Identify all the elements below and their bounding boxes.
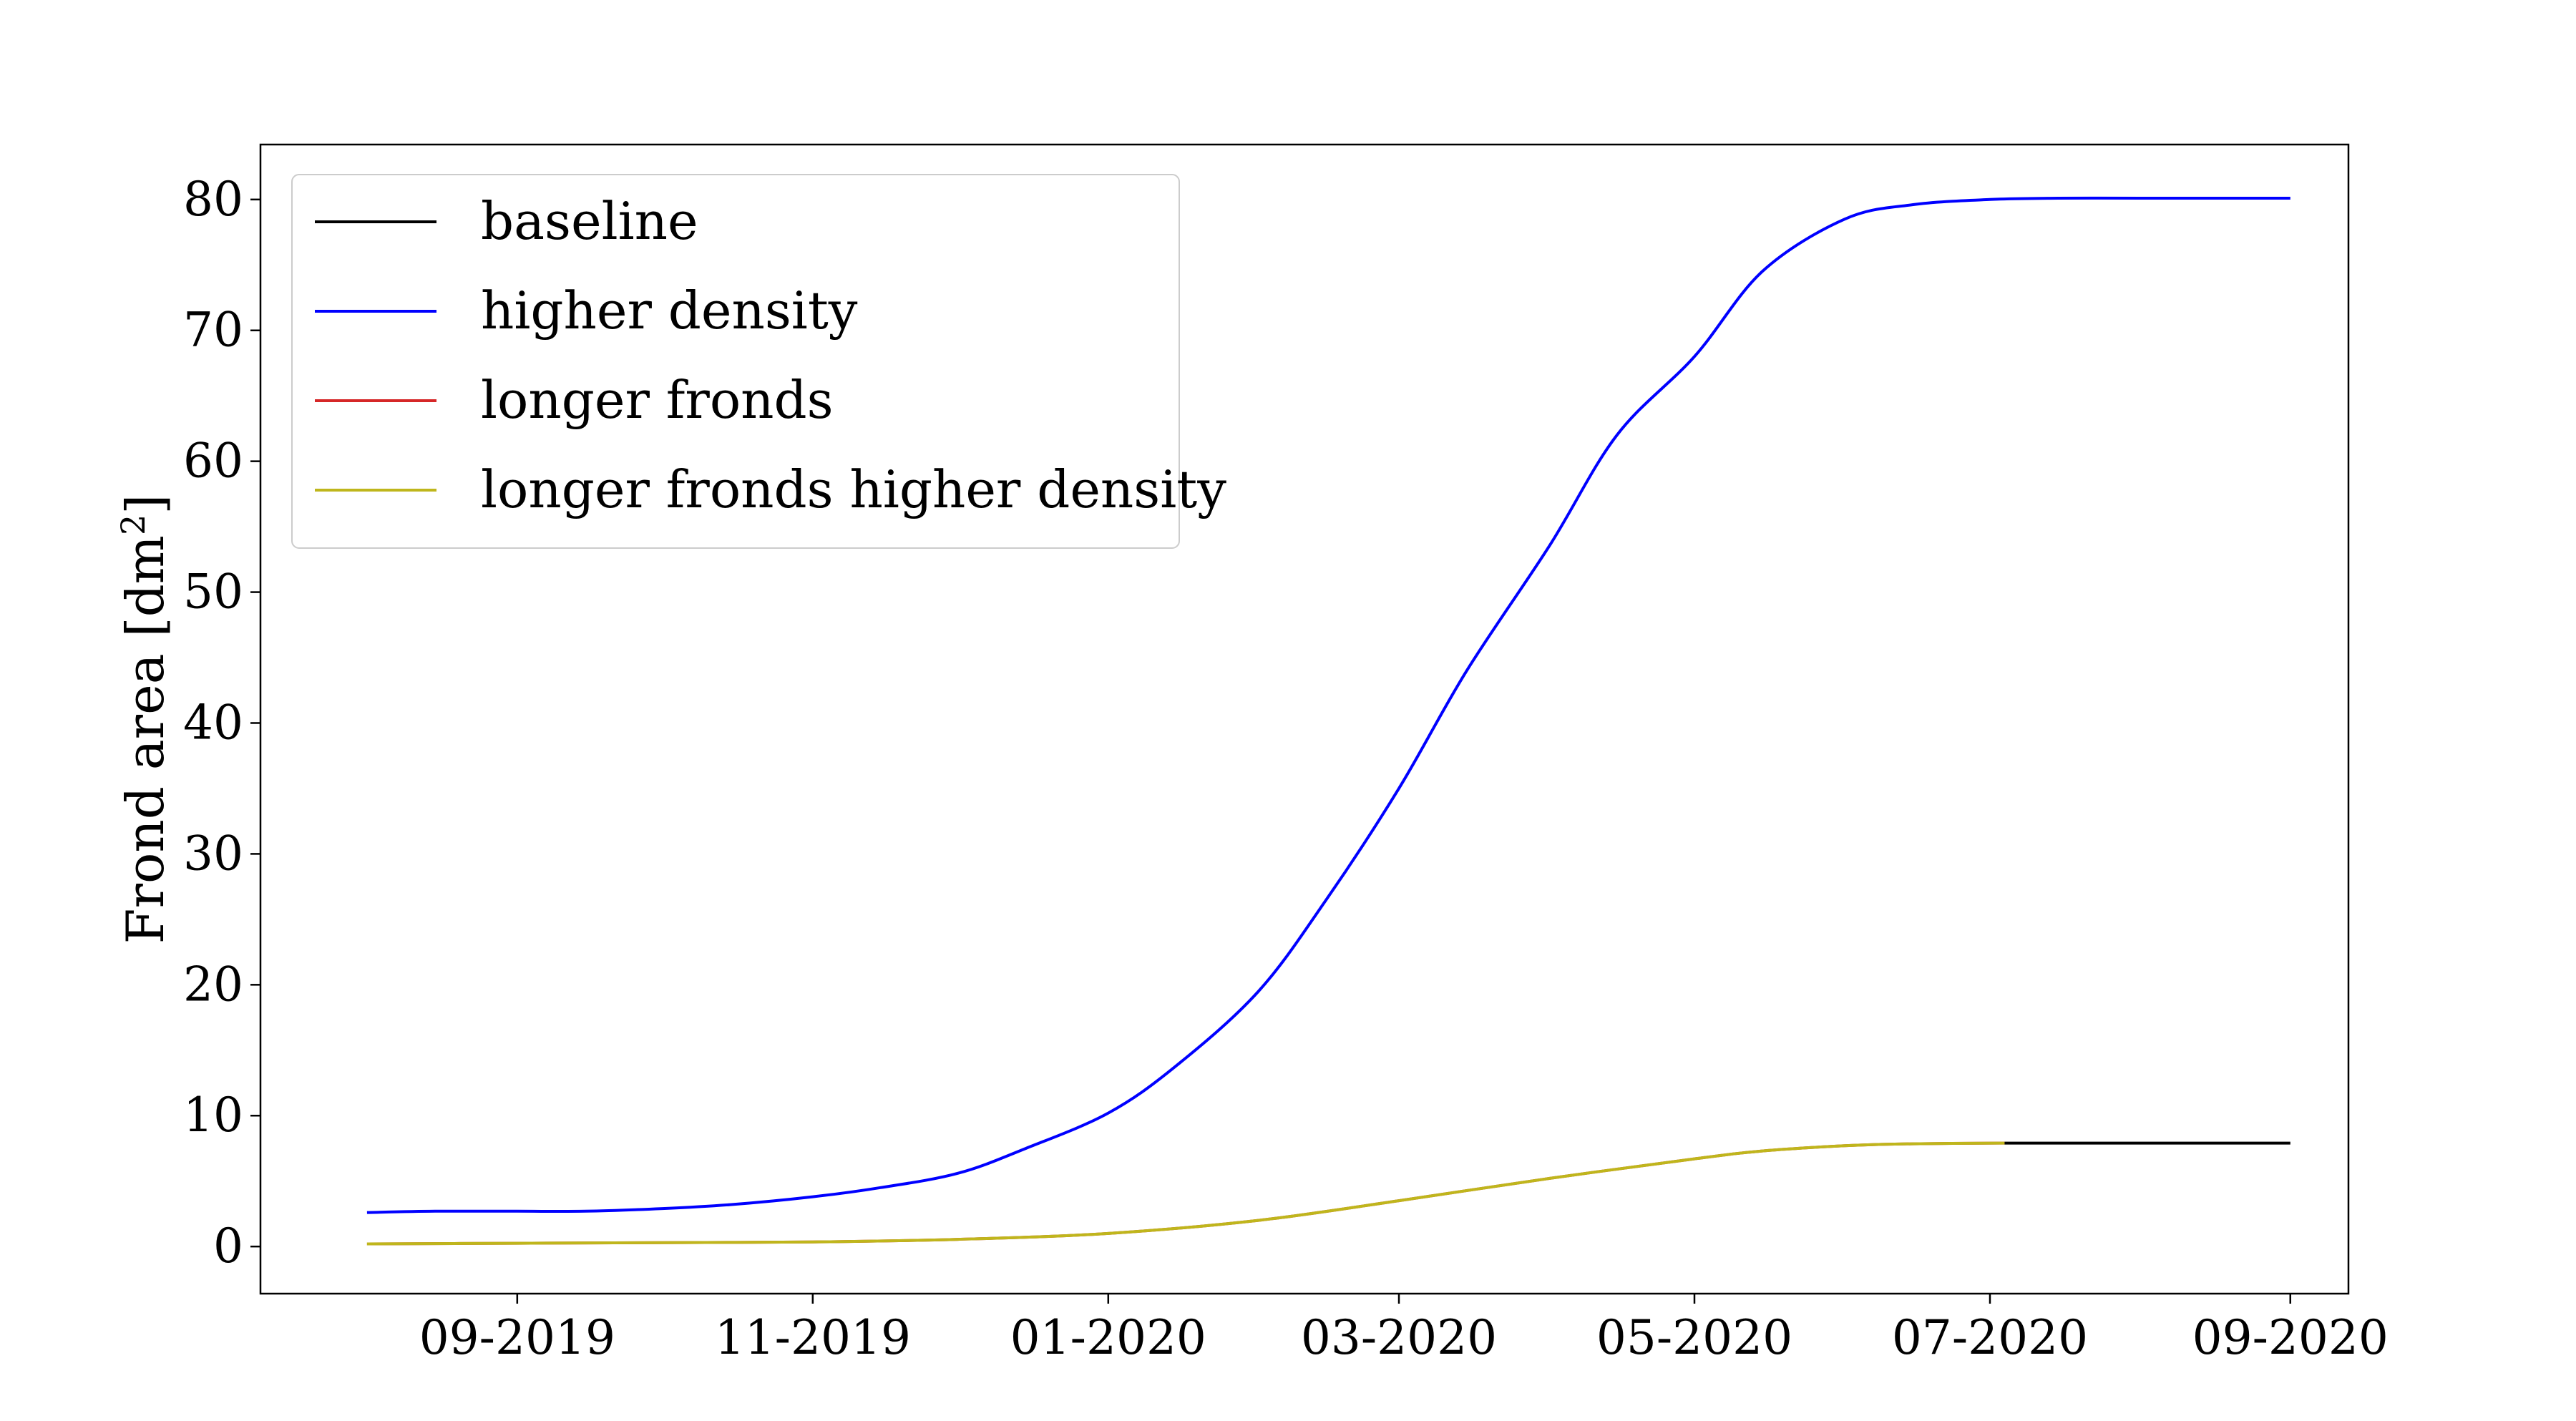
legend-label-baseline: baseline <box>481 191 698 251</box>
legend-box <box>291 174 1180 549</box>
x-tick-label: 05-2020 <box>1596 1310 1792 1365</box>
x-tick-label: 03-2020 <box>1301 1310 1497 1365</box>
x-tick-label: 07-2020 <box>1892 1310 2088 1365</box>
x-tick-label: 09-2019 <box>419 1310 615 1365</box>
y-tick-label: 70 <box>183 303 243 358</box>
y-tick-label: 20 <box>183 957 243 1012</box>
x-tick-label: 09-2020 <box>2192 1310 2389 1365</box>
y-axis-label-sup: 2 <box>114 514 152 535</box>
y-tick-label: 80 <box>183 172 243 227</box>
y-axis-label-close: ] <box>115 494 175 514</box>
legend-label-longer-fronds: longer fronds <box>481 370 834 430</box>
y-tick-label: 60 <box>183 434 243 489</box>
y-axis-label-text: Frond area [dm <box>115 535 175 944</box>
y-tick-label: 30 <box>183 826 243 881</box>
series-lines <box>366 196 2290 1246</box>
legend-label-longer-fronds-higher-density: longer fronds higher density <box>481 459 1226 519</box>
legend-label-higher-density: higher density <box>481 280 858 341</box>
series-line-higher-density <box>366 196 2290 1214</box>
y-tick-label: 0 <box>213 1219 243 1274</box>
x-tick-label: 01-2020 <box>1010 1310 1206 1365</box>
x-tick-label: 11-2019 <box>715 1310 911 1365</box>
legend: baseline higher density longer fronds longe… <box>291 174 1226 549</box>
y-tick-label: 10 <box>183 1088 243 1143</box>
y-tick-label: 50 <box>183 565 243 620</box>
series-line-longer-fronds-higher-density <box>366 1141 2005 1246</box>
y-axis: 0 10 20 30 40 50 60 70 80 <box>183 172 260 1274</box>
y-tick-label: 40 <box>183 695 243 750</box>
x-axis: 09-2019 11-2019 01-2020 03-2020 05-2020 07-20… <box>419 1294 2389 1365</box>
plot-area-frame <box>259 143 2350 1295</box>
y-axis-label: Frond area [dm2] <box>114 494 175 944</box>
svg-text:Frond area [dm2]: Frond area [dm2] <box>114 494 175 944</box>
